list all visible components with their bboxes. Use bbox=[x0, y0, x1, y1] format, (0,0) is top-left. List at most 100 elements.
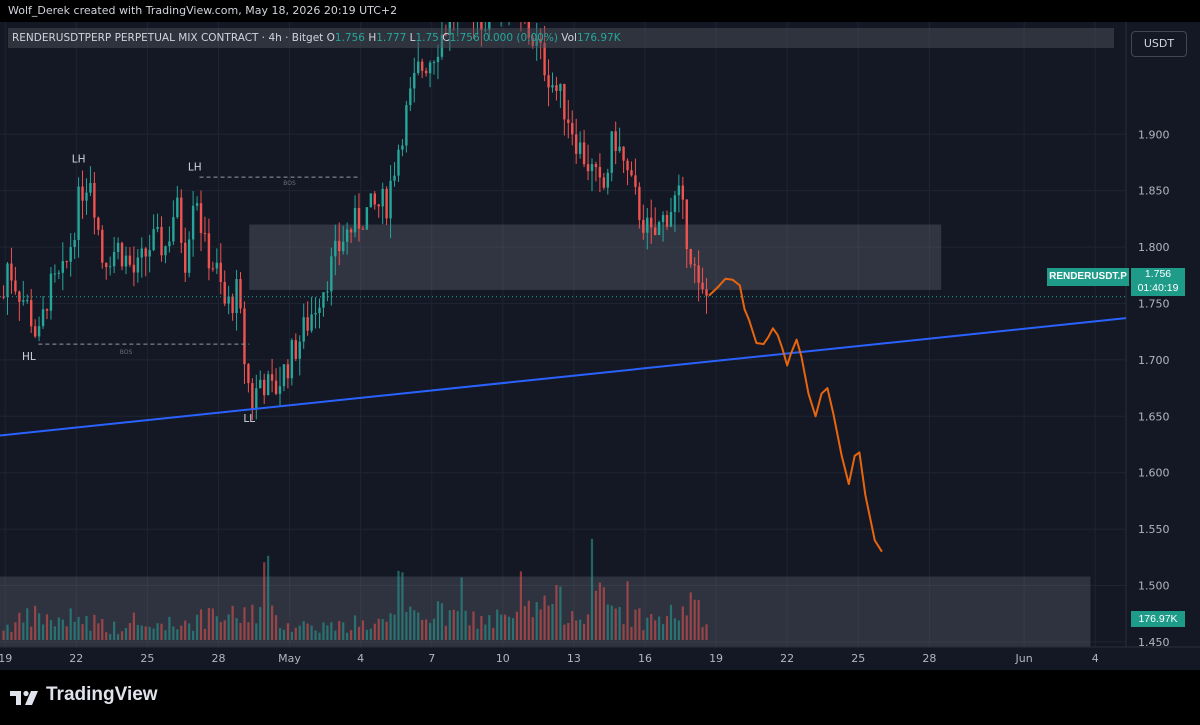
volume-bar bbox=[140, 625, 143, 640]
volume-bar bbox=[101, 618, 104, 640]
candle bbox=[401, 145, 404, 150]
volume-bar bbox=[488, 615, 491, 640]
candle bbox=[424, 70, 428, 74]
candle bbox=[29, 300, 33, 327]
candle bbox=[345, 229, 349, 242]
candle bbox=[199, 203, 203, 234]
annotation-label: BOS bbox=[283, 180, 296, 187]
candle bbox=[578, 142, 582, 154]
candle bbox=[381, 188, 384, 207]
volume-tag: 176.97K bbox=[1131, 611, 1185, 627]
volume-bar bbox=[661, 624, 665, 640]
legend-open-key: O bbox=[326, 32, 335, 44]
volume-bar bbox=[322, 622, 325, 640]
candle bbox=[598, 167, 602, 178]
volume-bar bbox=[195, 614, 199, 640]
volume-bar bbox=[567, 622, 570, 640]
candle bbox=[484, 29, 487, 31]
candle bbox=[349, 229, 353, 233]
volume-bar bbox=[263, 562, 266, 640]
y-tick-label: 1.500 bbox=[1138, 580, 1170, 593]
volume-bar bbox=[547, 605, 550, 640]
candle bbox=[582, 142, 586, 165]
candle bbox=[642, 219, 645, 233]
volume-bar bbox=[231, 605, 234, 640]
candle bbox=[361, 228, 365, 230]
volume-bar bbox=[476, 628, 479, 640]
volume-bar bbox=[180, 625, 183, 640]
candle bbox=[61, 261, 64, 273]
volume-bar bbox=[286, 623, 289, 640]
volume-bar bbox=[235, 618, 238, 640]
candle bbox=[187, 239, 191, 273]
legend-close: 1.756 bbox=[449, 32, 480, 44]
volume-bar bbox=[211, 608, 214, 640]
candle bbox=[203, 233, 207, 235]
currency-button[interactable]: USDT bbox=[1131, 31, 1187, 57]
volume-bar bbox=[389, 613, 392, 640]
candle bbox=[37, 326, 41, 337]
volume-bar bbox=[128, 623, 132, 640]
candle bbox=[207, 233, 211, 269]
volume-bar bbox=[116, 634, 120, 640]
volume-bar bbox=[705, 624, 708, 640]
candle bbox=[405, 105, 408, 146]
candle bbox=[116, 242, 120, 252]
candle bbox=[634, 175, 637, 187]
volume-bar bbox=[638, 608, 641, 640]
candle bbox=[77, 186, 80, 240]
volume-bar bbox=[610, 605, 613, 640]
volume-bar bbox=[14, 622, 17, 640]
candle bbox=[693, 264, 696, 266]
brand-name[interactable]: TradingView bbox=[46, 684, 158, 705]
candle bbox=[132, 264, 136, 273]
volume-bar bbox=[342, 622, 345, 640]
candle bbox=[685, 199, 688, 250]
volume-bar bbox=[274, 615, 278, 640]
volume-bar bbox=[535, 602, 538, 640]
volume-bar bbox=[614, 608, 617, 640]
candle bbox=[148, 250, 151, 257]
legend-open: 1.756 bbox=[334, 32, 365, 44]
candle bbox=[266, 374, 270, 396]
candle bbox=[420, 61, 424, 71]
x-tick-label: Jun bbox=[1015, 652, 1033, 665]
x-tick-label: 19 bbox=[709, 652, 723, 665]
volume-bar bbox=[543, 595, 546, 640]
annotation-label: LH bbox=[188, 161, 202, 173]
candle bbox=[551, 85, 554, 88]
annotation-label: LL bbox=[243, 413, 255, 425]
candle bbox=[377, 204, 380, 207]
volume-bar bbox=[413, 610, 416, 640]
candle bbox=[176, 197, 179, 218]
volume-bar bbox=[136, 624, 139, 640]
legend-change: 0.000 (0.00%) bbox=[482, 32, 558, 44]
tradingview-logo-icon[interactable] bbox=[10, 685, 40, 709]
volume-bar bbox=[405, 612, 408, 640]
candle bbox=[278, 386, 282, 394]
candle bbox=[69, 247, 72, 262]
volume-bar bbox=[41, 624, 45, 640]
y-tick-label: 1.600 bbox=[1138, 467, 1170, 480]
volume-bar bbox=[650, 614, 653, 640]
volume-bar bbox=[156, 623, 159, 640]
price-chart[interactable]: LHLHHLLLBOSBOS1.4501.5001.5501.6001.6501… bbox=[0, 22, 1200, 670]
volume-bar bbox=[353, 615, 357, 640]
candle bbox=[547, 75, 550, 88]
candle bbox=[326, 291, 329, 293]
volume-bar bbox=[444, 625, 447, 640]
chart-area[interactable]: LH LH HL LL BOS BOS 1.450 1.500 1.550 1.600 1.650 1… bbox=[0, 22, 1200, 670]
x-tick-label: 28 bbox=[211, 652, 225, 665]
annotation-label: BOS bbox=[120, 349, 133, 356]
candle bbox=[393, 175, 396, 181]
volume-bar bbox=[144, 626, 147, 640]
volume-bar bbox=[456, 611, 459, 640]
volume-bar bbox=[582, 623, 586, 640]
volume-bar bbox=[302, 621, 305, 640]
volume-bar bbox=[401, 572, 404, 640]
volume-bar bbox=[369, 628, 372, 640]
candle bbox=[432, 62, 436, 64]
x-tick-label: 19 bbox=[0, 652, 12, 665]
candle bbox=[606, 172, 609, 188]
y-tick-label: 1.800 bbox=[1138, 241, 1170, 254]
